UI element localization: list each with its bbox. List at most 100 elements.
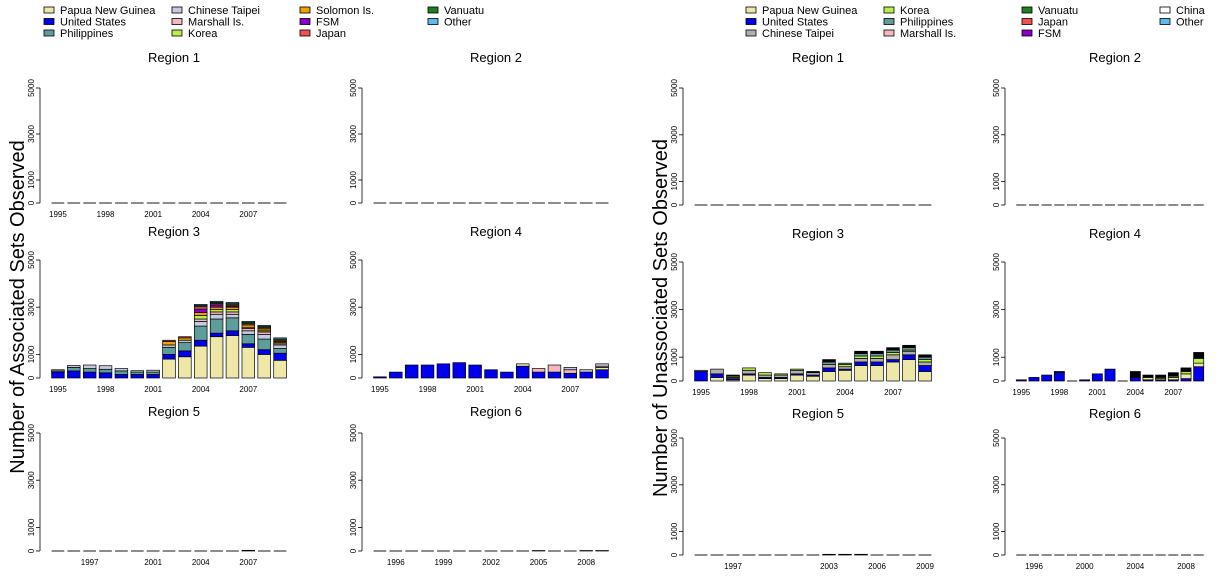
y-tick-label: 1000: [992, 348, 1001, 366]
bar-segment: [241, 333, 256, 345]
legend-swatch: [745, 29, 757, 37]
chart-panel: Region 3 0 1000 3000 5000 1995 1998 2001 2004 200…: [27, 224, 287, 394]
bar-segment: [241, 324, 256, 328]
y-tick-label: 1000: [670, 172, 679, 190]
bar-segment: [694, 369, 708, 372]
bar-segment: [130, 370, 144, 373]
y-tick-label: 0: [992, 202, 1001, 207]
legend-swatch: [299, 6, 311, 14]
x-tick-label: 2002: [482, 558, 500, 567]
bar-segment: [1180, 367, 1192, 372]
right-legend-item: Philippines: [883, 17, 954, 29]
bar-segment: [162, 344, 176, 348]
bar-segment: [257, 349, 271, 355]
bar-segment: [742, 369, 756, 375]
bar-segment: [194, 321, 208, 327]
bar-segment: [194, 308, 208, 313]
bar-segment: [257, 354, 271, 379]
x-tick-label: 2007: [561, 385, 579, 394]
bar-segment: [178, 356, 192, 379]
legend-swatch: [427, 18, 439, 25]
left-legend-item: Vanuatu: [427, 5, 484, 17]
panel-title: Region 6: [470, 404, 522, 419]
legend-swatch: [43, 29, 55, 37]
legend-label: Philippines: [900, 17, 954, 29]
y-tick-label: 3000: [349, 298, 358, 316]
bar-segment: [902, 359, 916, 382]
bar-segment: [257, 333, 271, 340]
bar-segment: [273, 344, 287, 349]
x-tick-label: 2007: [239, 210, 257, 219]
left-legend-item: FSM: [299, 17, 339, 29]
legend-swatch: [43, 18, 55, 25]
bar-segment: [1167, 377, 1179, 381]
right-legend-item: Japan: [1021, 17, 1068, 29]
bar-segment: [1142, 374, 1154, 378]
chart-panel: Region 2 0 1000 3000 5000: [992, 50, 1204, 207]
y-tick-label: 3000: [992, 125, 1001, 143]
panel-title: Region 2: [1089, 50, 1141, 65]
chart-panel: Region 6 0 1000 3000 5000 1996 2000 2004 2008: [992, 406, 1204, 571]
bar-segment: [257, 338, 271, 351]
bar-segment: [822, 363, 836, 369]
legend-label: Papua New Guinea: [60, 5, 156, 17]
right-legend-item: Vanuatu: [1021, 5, 1078, 17]
x-tick-label: 1998: [1050, 388, 1068, 397]
bar-segment: [146, 374, 160, 379]
bar-segment: [886, 354, 900, 360]
x-tick-label: 2004: [192, 210, 210, 219]
bar-segment: [146, 371, 160, 375]
panels: Region 1 0 1000 3000 5000 1995 1998 2001 2004 200…: [27, 50, 1205, 571]
bar-segment: [694, 371, 708, 382]
bar-segment: [1155, 374, 1167, 378]
y-tick-label: 5000: [670, 253, 679, 271]
bar-segment: [209, 306, 224, 310]
y-tick-label: 0: [992, 552, 1001, 557]
right-legend-item: Korea: [883, 5, 930, 17]
bar-segment: [886, 349, 900, 353]
x-tick-label: 2005: [530, 558, 548, 567]
y-tick-label: 5000: [27, 251, 36, 269]
chart-panel: Region 1 0 1000 3000 5000: [670, 50, 932, 207]
bar-segment: [547, 364, 562, 373]
legend-label: Other: [1176, 17, 1204, 29]
chart-panel: Region 2 0 1000 3000 5000: [349, 50, 609, 205]
chart-panel: Region 6 0 1000 3000 5000 1996 1999 2002 2005 200…: [349, 404, 609, 567]
bar-segment: [273, 337, 287, 340]
bar-segment: [436, 363, 451, 379]
bar-segment: [209, 304, 224, 308]
bar-segment: [389, 371, 403, 379]
chart-panel: Region 1 0 1000 3000 5000 1995 1998 2001 2004 200…: [27, 50, 287, 219]
panel-title: Region 5: [792, 406, 844, 421]
legend-swatch: [745, 6, 757, 14]
panel-title: Region 3: [792, 226, 844, 241]
panel-title: Region 1: [792, 50, 844, 65]
bar-segment: [886, 361, 900, 382]
bar-segment: [1167, 372, 1179, 377]
panel-title: Region 4: [1089, 226, 1141, 241]
bar-segment: [1129, 377, 1141, 382]
x-tick-label: 2007: [1164, 388, 1182, 397]
y-tick-label: 5000: [670, 429, 679, 447]
bar-segment: [225, 313, 240, 319]
bar-segment: [162, 346, 176, 355]
legend-label: Vanuatu: [1038, 5, 1078, 17]
chart-panel: Region 3 0 1000 3000 5000 1995 1998 2001 2004 200…: [670, 226, 932, 397]
left-legend-item: Japan: [299, 28, 346, 40]
bar-segment: [1028, 377, 1040, 382]
bar-segment: [854, 361, 868, 366]
panel-title: Region 6: [1089, 406, 1141, 421]
y-tick-label: 5000: [992, 429, 1001, 447]
x-tick-label: 2001: [788, 388, 806, 397]
bar-segment: [870, 358, 884, 363]
bar-segment: [563, 369, 578, 374]
legend-swatch: [299, 29, 311, 37]
left-legend-item: Other: [427, 17, 472, 29]
bar-segment: [902, 344, 916, 349]
y-tick-label: 3000: [670, 475, 679, 493]
y-tick-label: 5000: [992, 79, 1001, 97]
bar-segment: [1053, 371, 1065, 374]
y-tick-label: 5000: [992, 253, 1001, 271]
